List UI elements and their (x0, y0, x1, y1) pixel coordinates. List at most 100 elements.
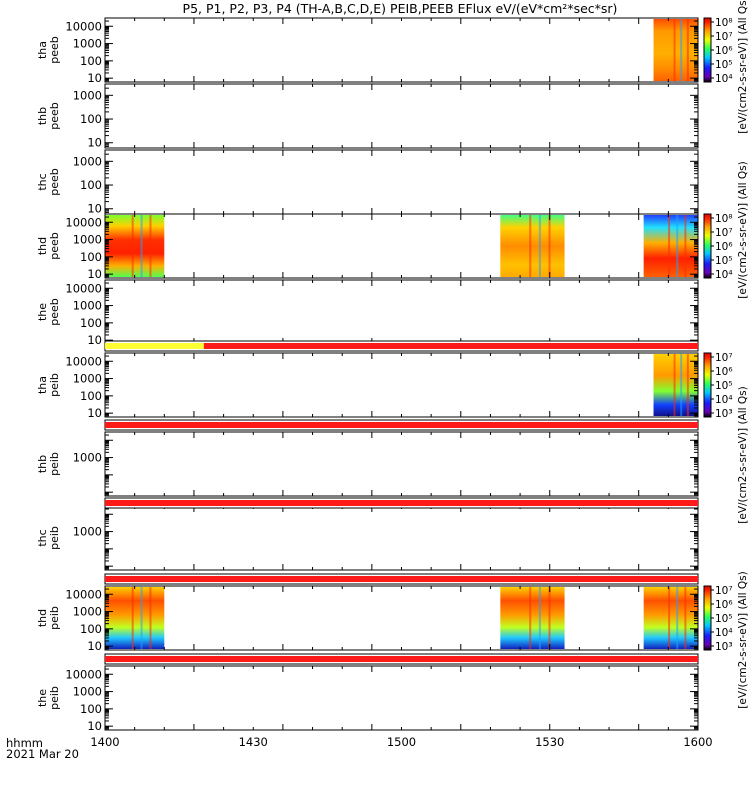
y-tick-label: 10 (87, 639, 102, 653)
y-axis-label: thd peeb (36, 232, 61, 260)
y-tick-label: 10 (87, 719, 102, 733)
colorbar-tick-label: 10⁸ (715, 213, 733, 225)
y-tick-label: 10000 (65, 587, 102, 601)
colorbar-label-text: [eV/(cm2-s-sr-eV)] (All Qs) (737, 571, 749, 708)
panel-tha-peeb: 10000 1000 100 10 tha peeb (36, 17, 699, 85)
panel-frame (104, 431, 699, 497)
panel-frame (104, 665, 699, 731)
colorbar-tick-label: 10⁷ (715, 31, 733, 43)
status-bar-segment (105, 500, 698, 506)
panel-thc-peeb: 1000 100 10 thc peeb (36, 149, 699, 216)
colorbar-label-text: [eV/(cm2-s-sr-eV)] (All Qs) (737, 161, 749, 298)
spectrogram-streak (131, 215, 134, 277)
spectrogram-streak (686, 19, 689, 81)
y-axis-label: the peeb (36, 298, 61, 326)
x-tick-label: 1430 (239, 735, 268, 749)
panel-frame (104, 149, 699, 215)
colorbar-gradient (703, 213, 712, 279)
status-bar (104, 340, 699, 352)
spectrogram-streak (548, 215, 551, 277)
spectrogram-streak (684, 215, 687, 277)
y-axis-label-line: peeb (48, 36, 61, 64)
spectrogram-streak (676, 215, 679, 277)
colorbar-tick-label: 10³ (715, 641, 733, 653)
y-tick-label: 1000 (73, 525, 102, 539)
colorbar: 10⁸ 10⁷ 10⁶ 10⁵ 10⁴ (703, 17, 733, 85)
panel-frame (104, 352, 699, 418)
x-axis-date-label: 2021 Mar 20 (6, 747, 79, 761)
y-tick-label: 10 (87, 267, 102, 281)
panel-frame (104, 213, 699, 279)
colorbar-tick-label: 10⁸ (715, 17, 733, 29)
y-tick-label: 1000 (73, 685, 102, 699)
spectrogram-streak (140, 215, 143, 277)
y-axis-label-line: tha (36, 41, 49, 59)
panel-frame (104, 279, 699, 345)
colorbar-tick-label: 10⁵ (715, 613, 733, 625)
status-bar-segment (105, 576, 698, 582)
colorbar-label-text: [eV/(cm2-s-sr-eV)] (All Qs) (737, 0, 749, 134)
colorbar: 10⁸ 10⁷ 10⁶ 10⁵ 10⁴ (703, 213, 733, 281)
spectrogram-streak (680, 19, 683, 81)
y-axis-label: thc peeb (36, 168, 61, 196)
colorbar-tick-label: 10⁷ (715, 227, 733, 239)
panel-the-peeb: 10000 1000 100 10 the peeb (36, 279, 699, 347)
status-bar-segment (105, 656, 698, 662)
x-tick-label: 1400 (90, 735, 119, 749)
y-axis-label-line: thb (36, 107, 49, 125)
y-tick-label: 1000 (73, 372, 102, 386)
colorbar-tick-label: 10⁷ (715, 352, 733, 364)
spectrogram-streak (149, 215, 152, 277)
panel-thd-peib: 10000 1000 100 10 thd peib (36, 585, 699, 653)
spectrogram-block (643, 587, 698, 649)
y-tick-label: 100 (80, 250, 102, 264)
y-axis-label: the peib (36, 686, 61, 710)
y-tick-label: 100 (80, 702, 102, 716)
colorbar-tick-label: 10⁵ (715, 380, 733, 392)
colorbar-tick-label: 10⁶ (715, 241, 733, 253)
panel-frame (104, 17, 699, 83)
colorbar-label: [eV/(cm2-s-sr-eV)] (All Qs) (737, 0, 749, 134)
colorbar-tick-label: 10⁵ (715, 59, 733, 71)
y-tick-label: 100 (80, 178, 102, 192)
y-tick-label: 10000 (65, 667, 102, 681)
panel-thb-peeb: 1000 100 10 thb peeb (36, 83, 699, 150)
spectrogram-streak (676, 587, 679, 649)
y-axis-label-line: tha (36, 376, 49, 394)
colorbar-gradient (703, 17, 712, 83)
y-axis-label: thc peib (36, 526, 61, 550)
spectrogram-streak (140, 587, 143, 649)
spectrogram-streak (680, 354, 683, 416)
colorbar-tick-label: 10⁷ (715, 585, 733, 597)
colorbar-tick-label: 10³ (715, 408, 733, 420)
spectrogram-block (500, 587, 565, 649)
colorbar-tick-label: 10⁴ (715, 73, 733, 85)
y-tick-label: 10 (87, 136, 102, 150)
y-tick-label: 10 (87, 333, 102, 347)
colorbar-gradient (703, 585, 712, 651)
y-axis-label: tha peib (36, 373, 61, 397)
spectrogram-streak (149, 587, 152, 649)
y-tick-label: 100 (80, 316, 102, 330)
colorbar: 10⁷ 10⁶ 10⁵ 10⁴ 10³ (703, 352, 733, 420)
status-bar (104, 573, 699, 585)
y-axis-label: thb peeb (36, 102, 61, 130)
colorbar-label: [eV/(cm2-s-sr-eV)] (All Qs) (737, 161, 749, 298)
spectrogram-block (500, 215, 565, 277)
y-tick-label: 1000 (73, 88, 102, 102)
status-bar-segment (105, 422, 698, 428)
colorbar-tick-label: 10⁴ (715, 627, 733, 639)
spectrogram-block (105, 215, 165, 277)
y-axis-label-line: peeb (48, 168, 61, 196)
y-axis-label-line: peib (48, 686, 61, 710)
y-tick-label: 10 (87, 406, 102, 420)
colorbar: 10⁷ 10⁶ 10⁵ 10⁴ 10³ (703, 585, 733, 653)
y-tick-label: 10 (87, 71, 102, 85)
y-axis-label-line: peib (48, 373, 61, 397)
panel-frame (104, 585, 699, 651)
y-axis-label-line: peib (48, 452, 61, 476)
y-axis-label-line: peib (48, 526, 61, 550)
y-axis-label-line: peeb (48, 102, 61, 130)
y-axis-label-line: peeb (48, 298, 61, 326)
status-bar (104, 653, 699, 665)
